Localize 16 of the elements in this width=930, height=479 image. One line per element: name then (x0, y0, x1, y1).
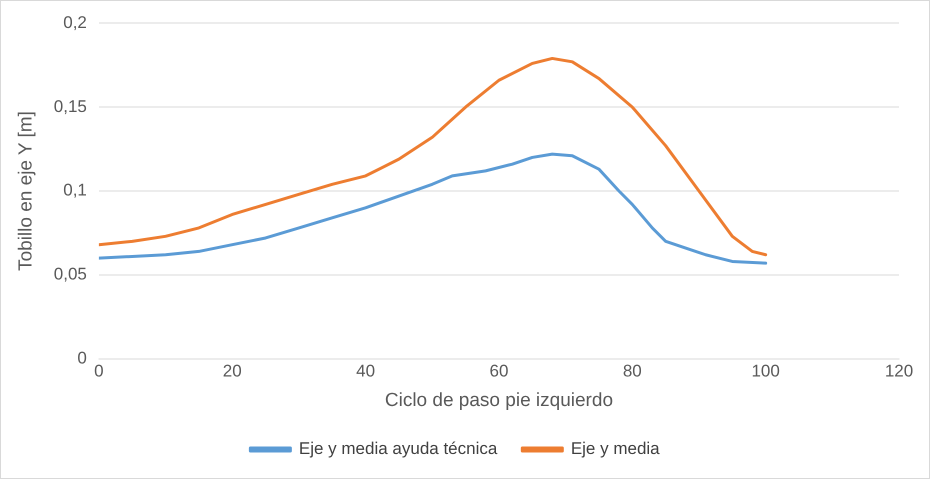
x-tick-label: 40 (356, 362, 376, 381)
legend-label: Eje y media (570, 439, 660, 458)
x-axis-title: Ciclo de paso pie izquierdo (384, 390, 614, 411)
x-tick-label: 60 (489, 362, 508, 381)
y-tick-label: 0,05 (54, 264, 87, 284)
legend-label: Eje y media ayuda técnica (298, 439, 498, 458)
x-tick-label: 120 (884, 362, 914, 381)
y-tick-label: 0,1 (63, 180, 87, 200)
y-tick-label: 0 (77, 348, 87, 368)
x-tick-label: 100 (751, 362, 780, 381)
y-tick-label: 0,2 (63, 12, 87, 32)
x-tick-label: 80 (622, 362, 642, 381)
x-tick-label: 20 (222, 362, 242, 381)
y-axis-title: Tobillo en eje Y [m] (16, 111, 37, 271)
y-tick-label: 0,15 (54, 96, 87, 116)
x-tick-label: 0 (94, 362, 104, 381)
